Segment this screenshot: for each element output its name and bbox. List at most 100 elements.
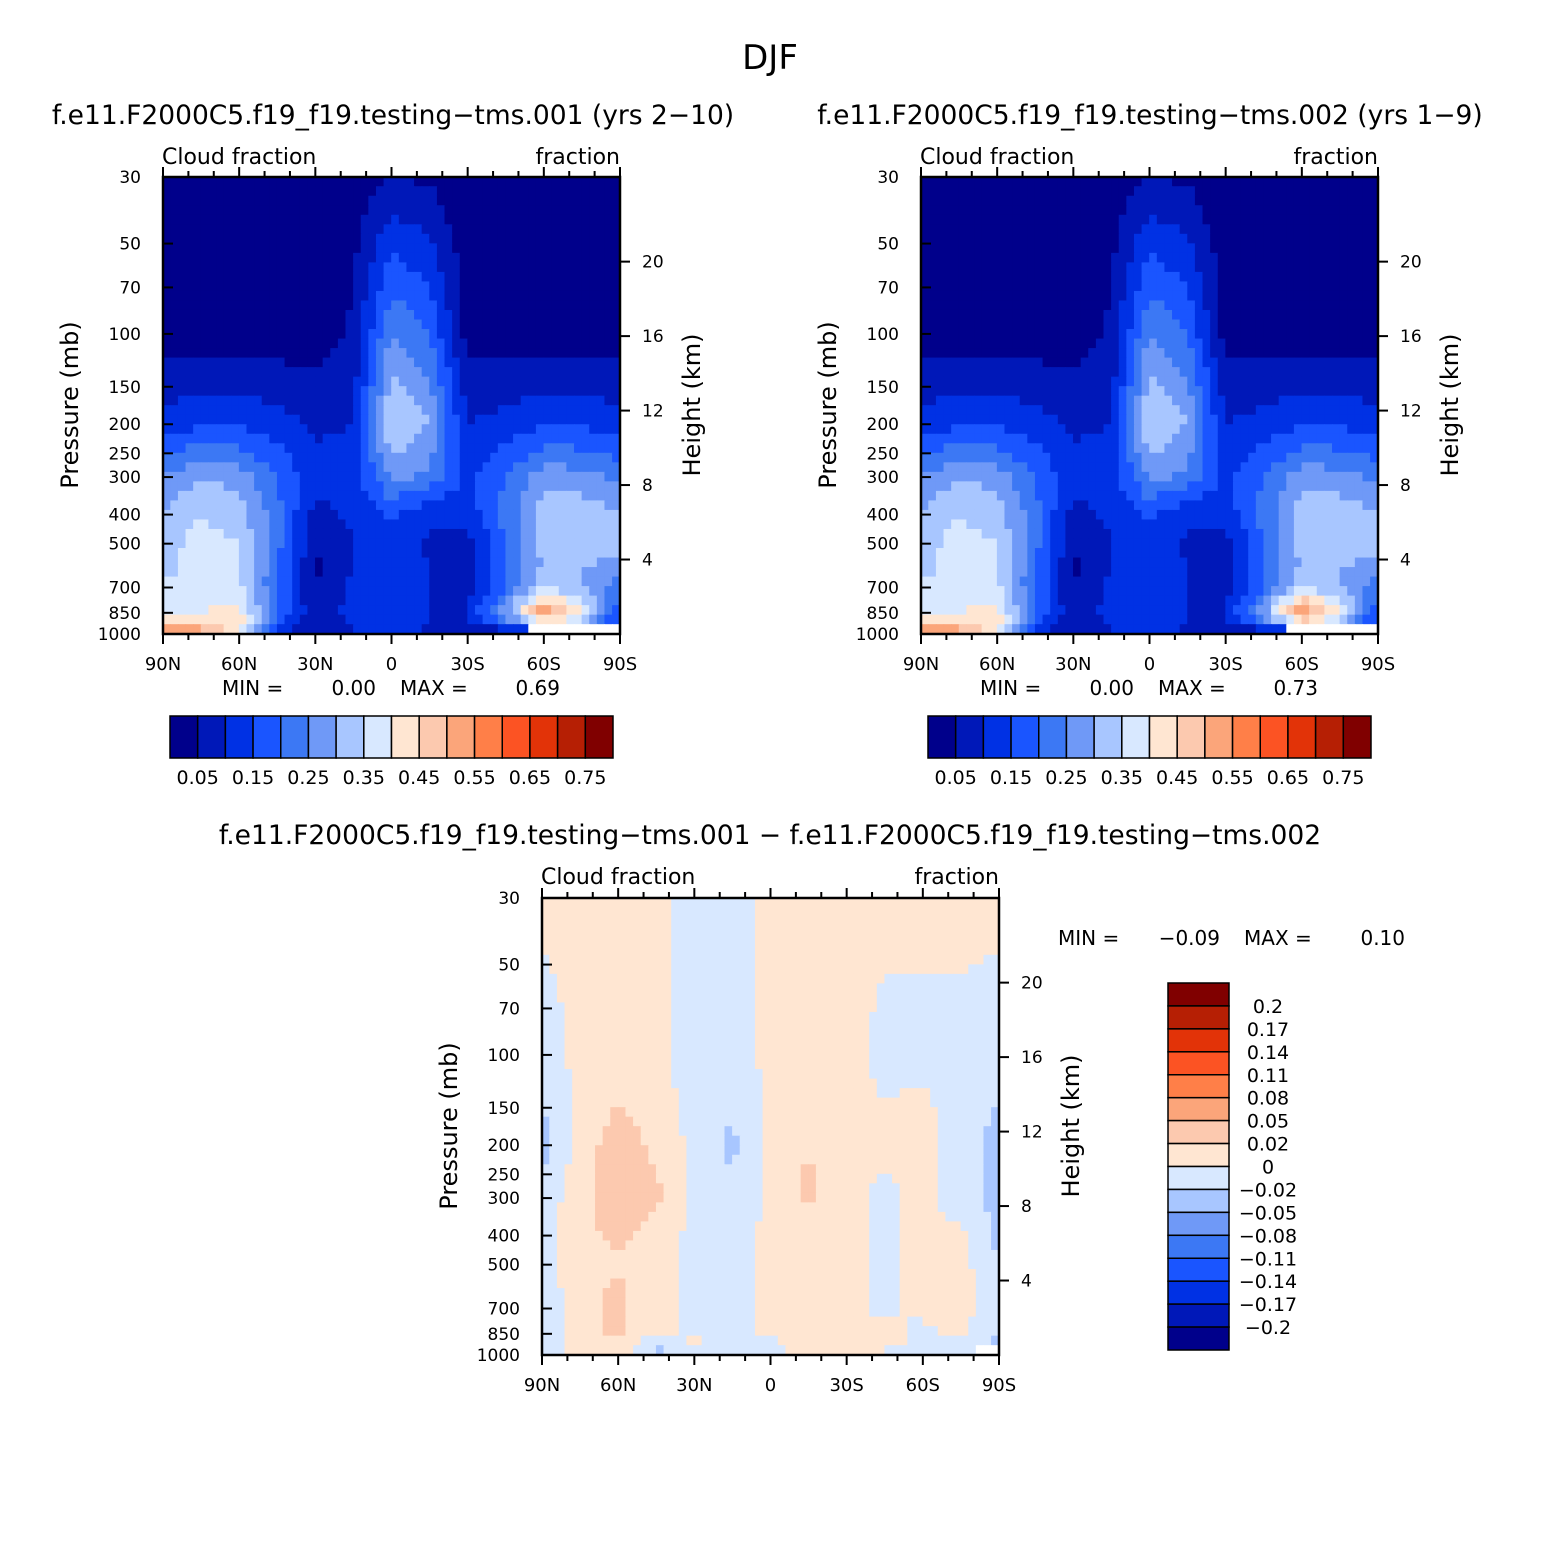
heatmap-cell [391,205,399,215]
heatmap-cell [170,310,178,320]
heatmap-cell [1294,291,1302,301]
heatmap-cell [406,443,414,453]
heatmap-cell [1180,462,1188,472]
heatmap-cell [1104,196,1112,206]
heatmap-cell [1172,367,1180,377]
heatmap-cell [1180,243,1188,253]
heatmap-cell [170,272,178,282]
heatmap-cell [1233,481,1241,491]
heatmap-cell [186,491,194,501]
heatmap-cell [559,281,567,291]
heatmap-cell [1294,434,1302,444]
heatmap-cell [1157,472,1165,482]
heatmap-cell [1134,453,1142,463]
heatmap-cell [460,310,468,320]
heatmap-cell [1043,481,1051,491]
heatmap-cell [1073,243,1081,253]
heatmap-cell [216,434,224,444]
heatmap-cell [1187,434,1195,444]
heatmap-cell [239,243,247,253]
heatmap-cell [566,577,574,587]
heatmap-cell [498,519,506,529]
heatmap-cell [346,491,354,501]
heatmap-cell [201,253,209,263]
heatmap-cell [1317,443,1325,453]
heatmap-cell [437,243,445,253]
heatmap-cell [353,396,361,406]
heatmap-cell [544,510,552,520]
heatmap-cell [536,367,544,377]
heatmap-cell [384,548,392,558]
heatmap-cell [604,281,612,291]
heatmap-cell [505,243,513,253]
heatmap-cell [391,224,399,234]
heatmap-cell [1279,424,1287,434]
heatmap-cell [346,548,354,558]
heatmap-cell [505,615,513,625]
heatmap-cell [277,519,285,529]
heatmap-cell [315,472,323,482]
heatmap-cell [292,310,300,320]
heatmap-cell [1362,358,1370,368]
heatmap-cell [315,186,323,196]
heatmap-cell [475,577,483,587]
heatmap-cell [490,348,498,358]
heatmap-cell [170,377,178,387]
heatmap-cell [528,500,536,510]
heatmap-cell [201,358,209,368]
heatmap-cell [544,348,552,358]
heatmap-cell [239,291,247,301]
heatmap-cell [544,300,552,310]
heatmap-cell [1263,243,1271,253]
heatmap-cell [414,243,422,253]
heatmap-cell [300,234,308,244]
heatmap-cell [368,300,376,310]
heatmap-cell [1157,205,1165,215]
heatmap-cell [574,205,582,215]
heatmap-cell [391,300,399,310]
heatmap-cell [1073,205,1081,215]
heatmap-cell [1119,434,1127,444]
heatmap-cell [330,186,338,196]
heatmap-cell [262,396,270,406]
heatmap-cell [285,396,293,406]
heatmap-cell [186,538,194,548]
heatmap-cell [513,253,521,263]
heatmap-cell [391,234,399,244]
heatmap-cell [307,396,315,406]
heatmap-cell [1088,329,1096,339]
heatmap-cell [307,243,315,253]
heatmap-cell [208,510,216,520]
heatmap-cell [1157,386,1165,396]
heatmap-cell [974,367,982,377]
heatmap-cell [368,186,376,196]
heatmap-cell [1104,386,1112,396]
heatmap-cell [300,196,308,206]
heatmap-cell [1149,253,1157,263]
heatmap-cell [1195,443,1203,453]
heatmap-cell [422,329,430,339]
height-tick-label: 16 [642,327,664,347]
heatmap-cell [1286,367,1294,377]
heatmap-cell [551,481,559,491]
heatmap-cell [1271,472,1279,482]
heatmap-cell [406,243,414,253]
heatmap-cell [997,481,1005,491]
heatmap-cell [1279,320,1287,330]
heatmap-cell [1241,424,1249,434]
heatmap-cell [399,339,407,349]
heatmap-cell [467,215,475,225]
heatmap-cell [1027,300,1035,310]
heatmap-cell [1187,234,1195,244]
heatmap-cell [1104,281,1112,291]
heatmap-cell [1324,377,1332,387]
heatmap-cell [544,186,552,196]
heatmap-cell [376,538,384,548]
heatmap-cell [1294,415,1302,425]
heatmap-cell [589,215,597,225]
heatmap-cell [353,262,361,272]
heatmap-cell [429,586,437,596]
heatmap-cell [597,196,605,206]
heatmap-cell [551,253,559,263]
heatmap-cell [1187,253,1195,263]
